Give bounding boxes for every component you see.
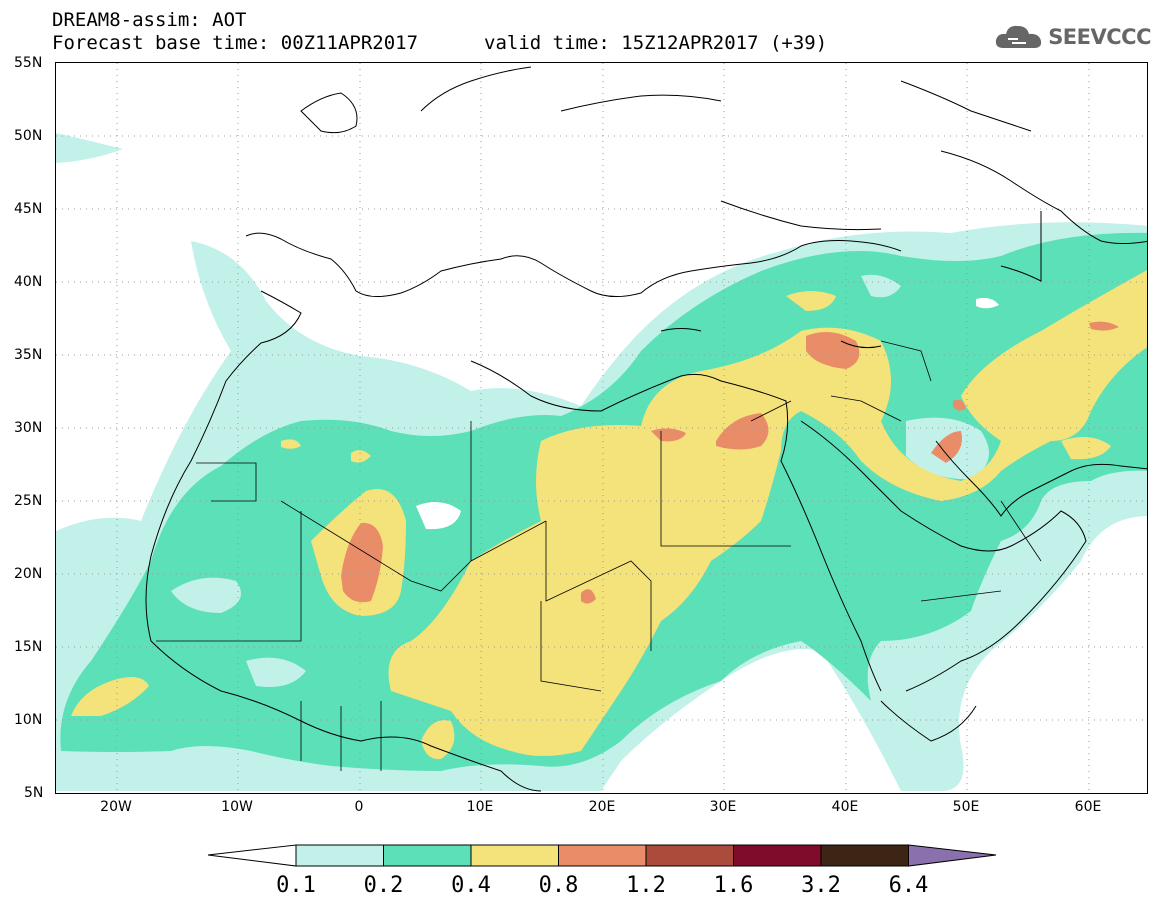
lat-label-25n: 25N [14, 493, 43, 509]
colorbar-tick-0.8: 0.8 [538, 873, 579, 898]
lon-label-50e: 50E [952, 799, 980, 815]
aot-band-0.4 [71, 270, 1147, 760]
colorbar-segment-under [207, 844, 297, 867]
lat-label-5n: 5N [24, 785, 44, 801]
colorbar-segment-7 [820, 844, 909, 867]
lat-label-15n: 15N [14, 639, 43, 655]
country-borders [156, 340, 1042, 771]
forecast-base-time: Forecast base time: 00Z11APR2017 [52, 32, 419, 54]
colorbar-segment-4 [558, 844, 647, 867]
cloud-icon [996, 25, 1042, 48]
colorbar-segment-2 [383, 844, 472, 867]
lat-label-45n: 45N [14, 201, 43, 217]
colorbar-segment-5 [645, 844, 734, 867]
lat-label-50n: 50N [14, 128, 43, 144]
lon-label-20w: 20W [100, 799, 132, 815]
colorbar-tick-3.2: 3.2 [801, 873, 841, 898]
aot-band-0.8 [341, 321, 1119, 604]
lat-label-55n: 55N [14, 55, 43, 71]
colorbar-segment-over [908, 844, 997, 867]
colorbar-tick-1.2: 1.2 [626, 873, 666, 898]
lat-label-30n: 30N [14, 420, 43, 436]
lon-label-60e: 60E [1074, 799, 1102, 815]
map-title: DREAM8-assim: AOT [52, 9, 247, 31]
valid-time: valid time: 15Z12APR2017 (+39) [484, 32, 828, 54]
lon-label-0: 0 [354, 799, 364, 815]
lon-label-10e: 10E [466, 799, 494, 815]
aot-map [55, 62, 1148, 794]
lat-label-40n: 40N [14, 274, 43, 290]
lon-label-30e: 30E [709, 799, 737, 815]
colorbar-tick-0.1: 0.1 [276, 873, 316, 898]
colorbar-segment-1 [295, 844, 384, 867]
lat-label-35n: 35N [14, 347, 43, 363]
seevccc-logo: SEEVCCC [994, 22, 1151, 52]
logo-text: SEEVCCC [1048, 25, 1151, 49]
colorbar-tick-1.6: 1.6 [713, 873, 754, 898]
colorbar-tick-6.4: 6.4 [888, 873, 929, 898]
lon-label-40e: 40E [831, 799, 859, 815]
lat-label-20n: 20N [14, 566, 43, 582]
colorbar-segment-3 [470, 844, 559, 867]
coastlines [145, 66, 1147, 792]
colorbar [207, 844, 997, 867]
lon-label-20e: 20E [588, 799, 616, 815]
lat-label-10n: 10N [14, 712, 43, 728]
lon-label-10w: 10W [221, 799, 253, 815]
colorbar-tick-0.2: 0.2 [363, 873, 404, 898]
colorbar-segment-6 [733, 844, 822, 867]
colorbar-tick-0.4: 0.4 [451, 873, 491, 898]
